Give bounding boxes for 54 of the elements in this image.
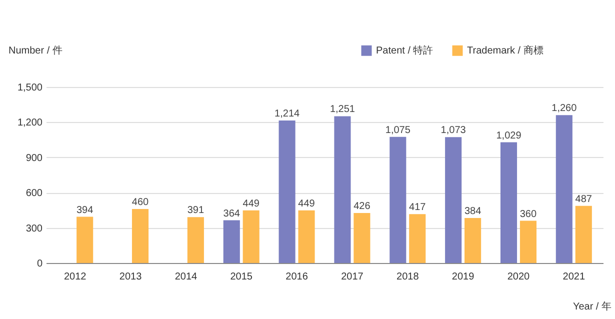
data-label: 1,260 [552,103,578,114]
bar [187,217,204,263]
bar [500,142,518,263]
y-tick-label: 600 [26,188,43,200]
x-tick-label: 2015 [230,272,253,282]
data-label: 364 [223,208,240,220]
x-tick-label: 2018 [396,272,420,282]
bar [334,116,351,263]
y-tick-label: 1,500 [17,82,43,94]
x-axis-title: Year / 年 [572,300,612,312]
y-tick-label: 0 [36,258,43,270]
data-label: 1,075 [385,124,411,136]
data-label: 460 [132,197,150,208]
y-tick-label: 300 [26,223,43,234]
x-tick-label: 2017 [341,272,364,282]
legend-label: Trademark / 商標 [467,44,544,57]
bar [76,216,94,263]
legend-label: Patent / 特許 [376,44,434,57]
x-tick-label: 2013 [119,272,142,282]
data-label: 1,073 [440,125,466,136]
bar [278,120,296,263]
bar [390,136,406,263]
data-label: 391 [187,205,204,216]
bar [575,206,592,263]
bar [298,210,315,263]
x-tick-label: 2019 [452,272,475,282]
x-tick-label: 2012 [64,272,87,282]
y-tick-label: 900 [26,152,43,164]
data-label: 360 [520,208,537,220]
data-label: 394 [76,204,94,216]
y-axis-title: Number / 件 [8,46,62,56]
bar [409,214,426,263]
bar [445,137,462,263]
data-label: 449 [298,198,316,210]
data-label: 384 [464,206,482,217]
x-tick-label: 2020 [507,272,530,282]
bar [556,115,572,263]
data-label: 487 [575,194,592,205]
data-label: 426 [354,201,371,212]
data-label: 1,029 [496,130,522,142]
data-label: 449 [242,198,260,210]
data-label: 1,251 [330,104,356,116]
x-tick-label: 2014 [174,272,198,282]
data-label: 417 [409,202,426,214]
bar [223,220,240,263]
data-label: 1,214 [274,108,300,120]
x-tick-label: 2016 [286,272,308,282]
bar [464,218,482,263]
x-tick-label: 2021 [562,272,586,282]
bar [354,213,370,263]
y-tick-label: 1,200 [17,118,43,129]
bar [520,220,536,263]
bar [242,210,260,263]
bar [132,209,149,263]
